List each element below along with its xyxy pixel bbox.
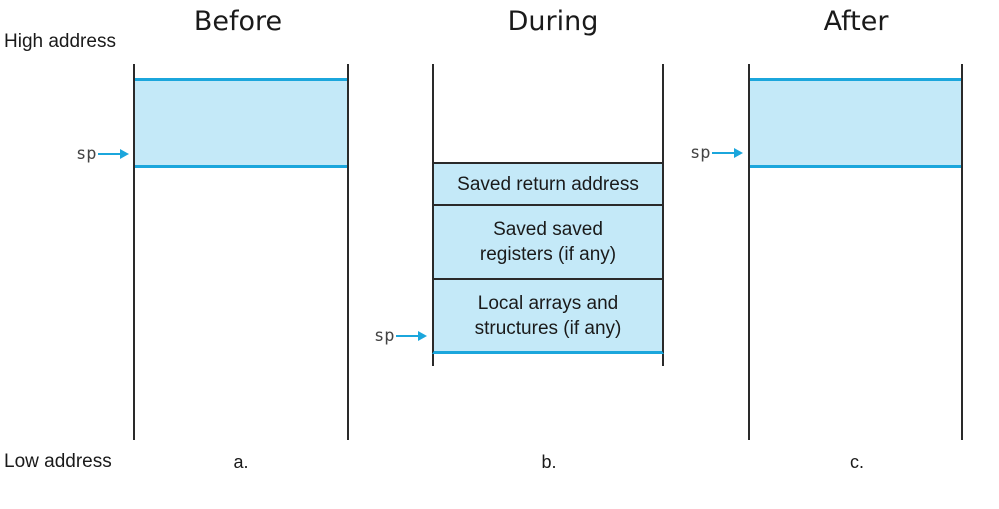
stack-after-frame: [750, 78, 961, 168]
stack-before-left-border: [133, 64, 135, 440]
sp-label: sp: [690, 143, 711, 163]
high-address-label: High address: [4, 31, 116, 52]
sub-label-a: a.: [233, 452, 249, 472]
sp-label: sp: [76, 144, 97, 164]
low-address-label: Low address: [4, 451, 112, 472]
title-after: After: [823, 6, 889, 37]
stack-after-left-border: [748, 64, 750, 440]
arrow-right-icon: [712, 148, 744, 158]
title-before: Before: [193, 6, 283, 37]
sub-label-c: c.: [849, 452, 864, 472]
sp-pointer-before: sp: [76, 143, 130, 165]
arrow-right-icon: [396, 331, 428, 341]
title-during: During: [507, 6, 599, 37]
saved-registers-cell: Saved saved registers (if any): [432, 204, 664, 280]
local-arrays-cell: Local arrays and structures (if any): [432, 278, 664, 354]
saved-return-address-cell: Saved return address: [432, 162, 664, 206]
sp-pointer-after: sp: [690, 142, 744, 164]
stack-before-right-border: [347, 64, 349, 440]
stack-after-right-border: [961, 64, 963, 440]
sub-label-b: b.: [541, 452, 557, 472]
arrow-right-icon: [98, 149, 130, 159]
sp-pointer-during: sp: [374, 325, 428, 347]
stack-before-frame: [135, 78, 347, 168]
sp-label: sp: [374, 326, 395, 346]
